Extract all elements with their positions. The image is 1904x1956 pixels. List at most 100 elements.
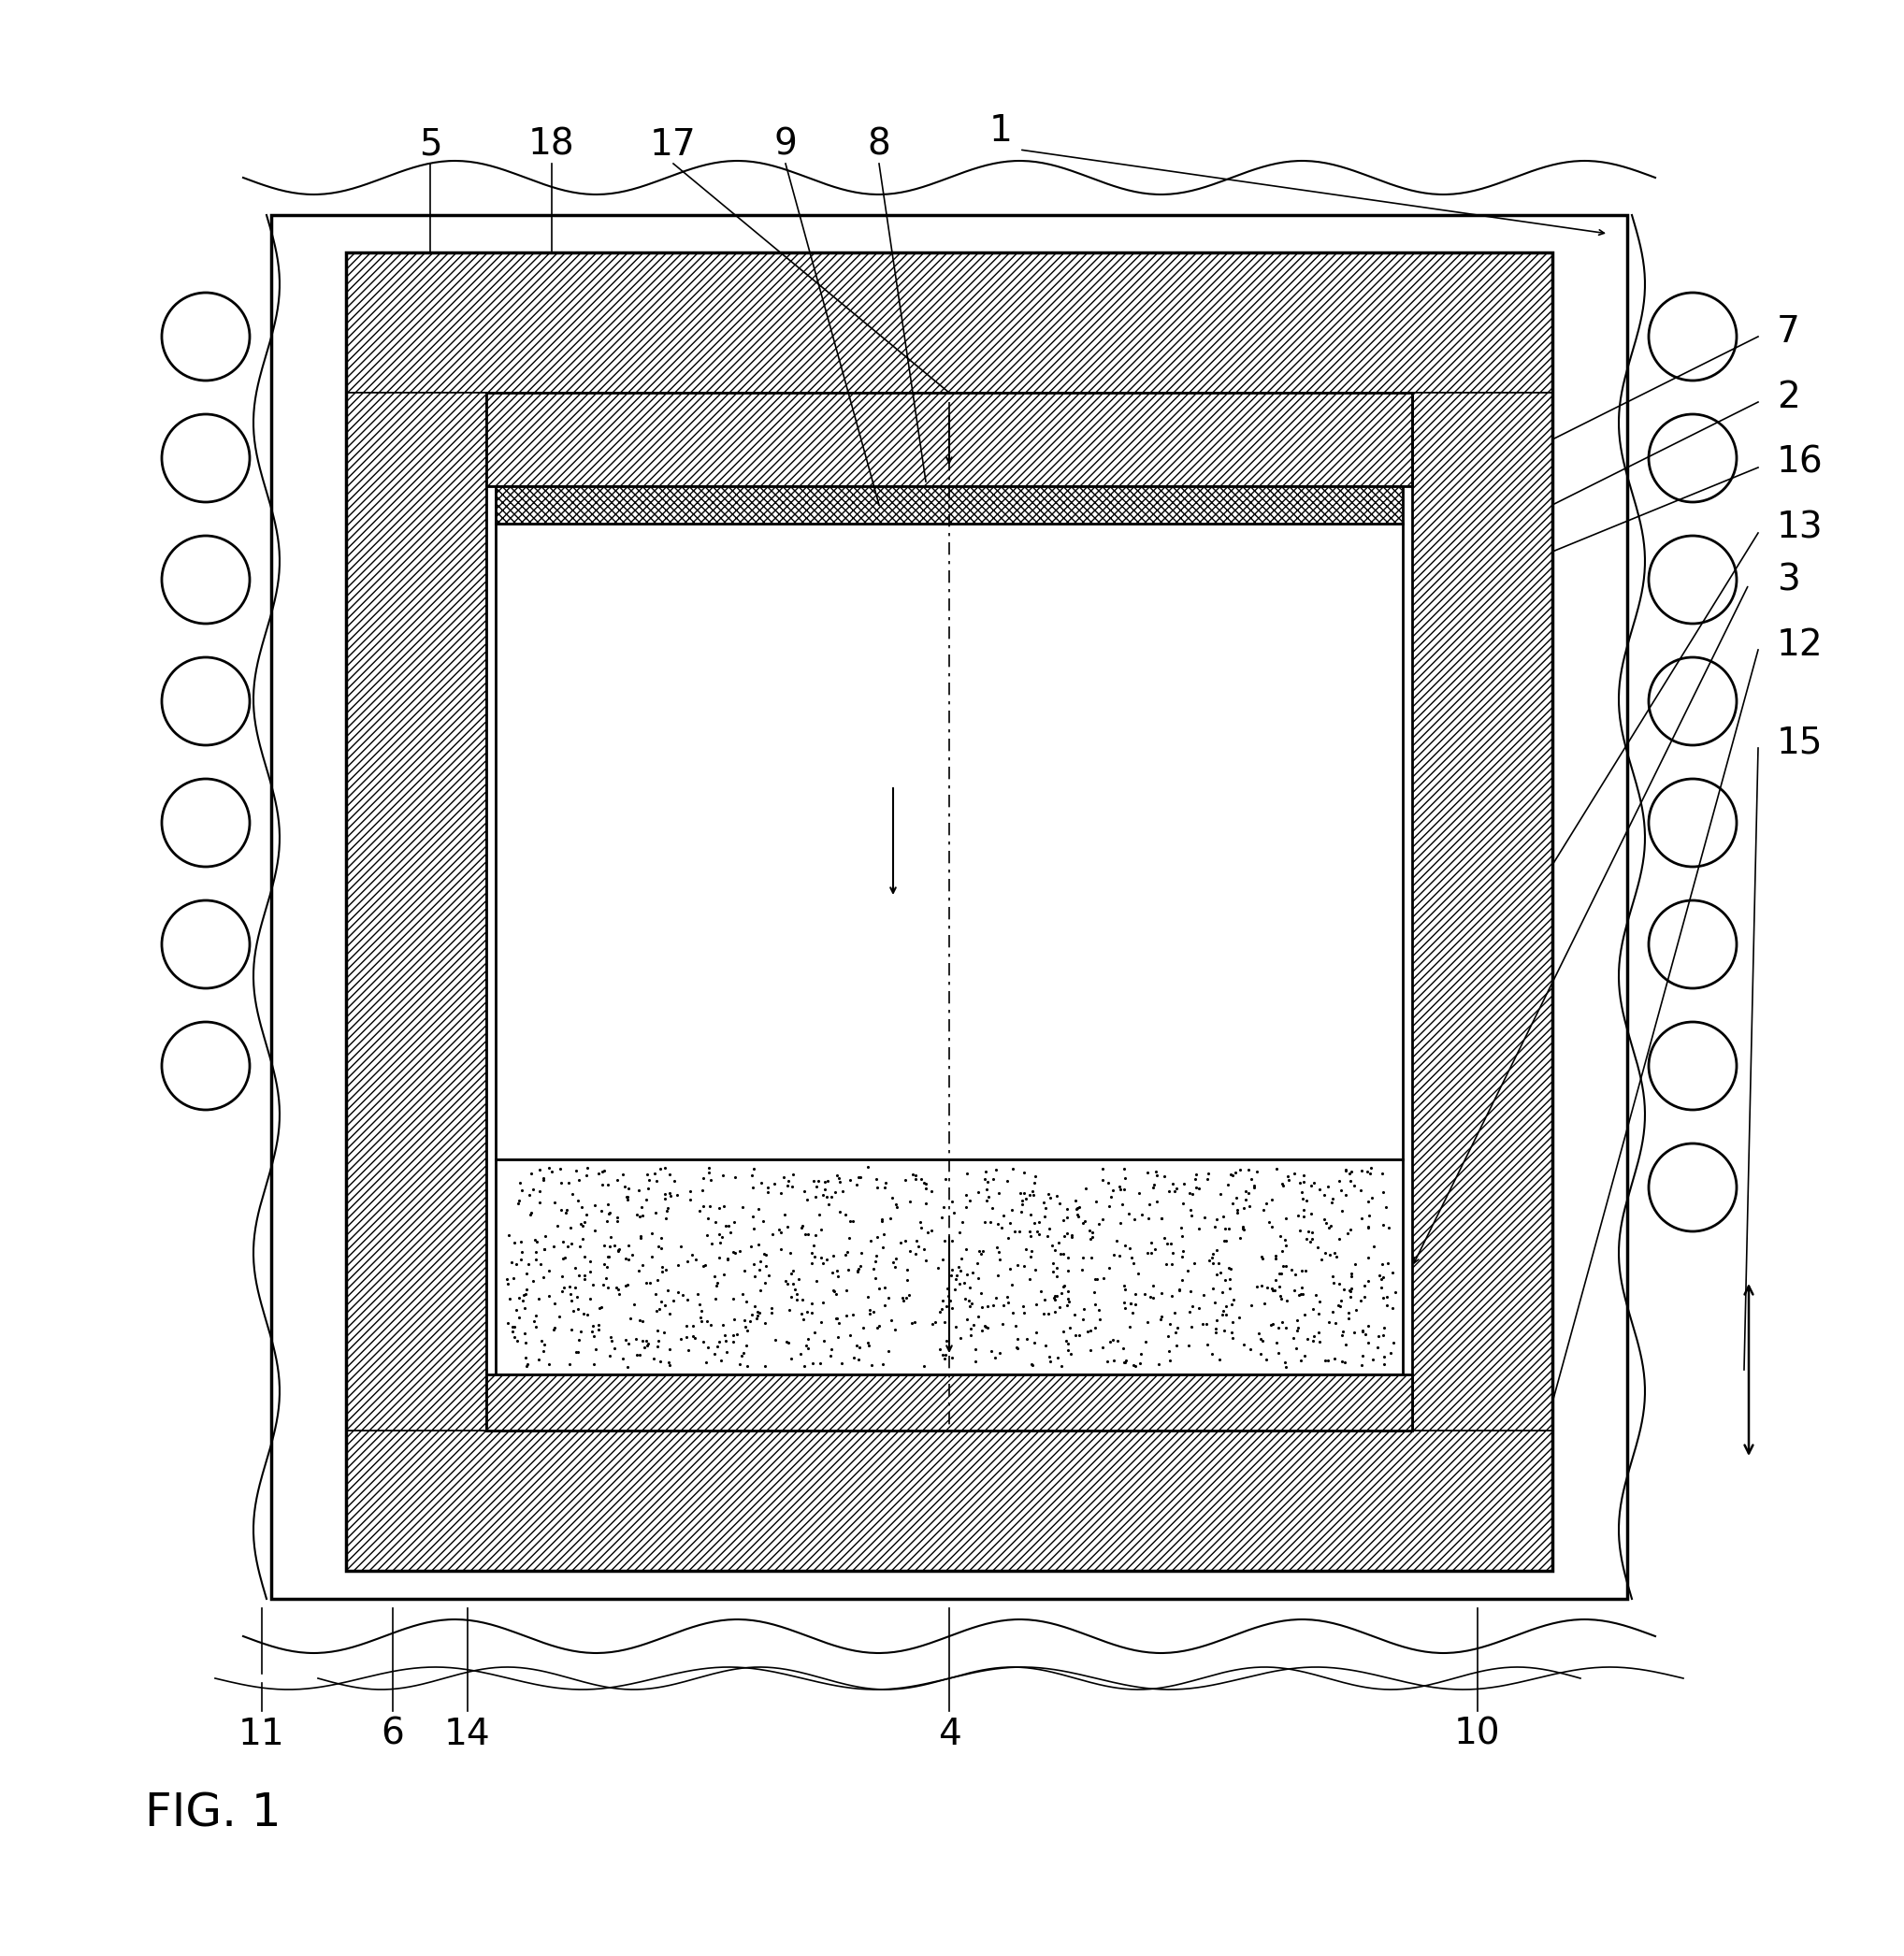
Point — [708, 1260, 739, 1291]
Point — [1241, 1271, 1272, 1303]
Point — [1279, 1275, 1310, 1307]
Point — [977, 1193, 1007, 1224]
Point — [1045, 1238, 1076, 1269]
Point — [838, 1342, 868, 1373]
Point — [765, 1232, 796, 1264]
Point — [1247, 1242, 1278, 1273]
Point — [1295, 1170, 1325, 1201]
Point — [1285, 1215, 1316, 1246]
Bar — [486, 1375, 1413, 1430]
Point — [944, 1267, 975, 1299]
Circle shape — [162, 1021, 249, 1109]
Point — [760, 1324, 790, 1356]
Point — [843, 1344, 874, 1375]
Point — [522, 1301, 552, 1332]
Point — [564, 1230, 594, 1262]
Point — [889, 1164, 920, 1195]
Point — [830, 1199, 861, 1230]
Point — [786, 1299, 817, 1330]
Point — [1167, 1236, 1198, 1267]
Point — [1011, 1234, 1041, 1266]
Point — [621, 1324, 651, 1356]
Point — [1114, 1311, 1144, 1342]
Point — [1066, 1254, 1097, 1285]
Point — [786, 1283, 817, 1314]
Point — [1318, 1183, 1348, 1215]
Point — [805, 1307, 836, 1338]
Point — [670, 1322, 701, 1354]
Point — [1228, 1328, 1259, 1359]
Point — [836, 1164, 866, 1195]
Point — [773, 1328, 803, 1359]
Point — [971, 1311, 1002, 1342]
Point — [1045, 1187, 1076, 1219]
Text: 5: 5 — [419, 127, 442, 162]
Point — [927, 1338, 958, 1369]
Point — [861, 1246, 891, 1277]
Point — [1377, 1256, 1407, 1287]
Point — [1028, 1299, 1059, 1330]
Point — [925, 1297, 956, 1328]
Point — [899, 1307, 929, 1338]
Point — [895, 1234, 925, 1266]
Point — [1108, 1346, 1139, 1377]
Point — [1220, 1181, 1251, 1213]
Point — [962, 1248, 992, 1279]
Point — [649, 1316, 680, 1348]
Point — [1377, 1293, 1407, 1324]
Point — [1051, 1219, 1081, 1250]
Point — [678, 1320, 708, 1352]
Point — [819, 1240, 849, 1271]
Point — [704, 1326, 735, 1357]
Point — [878, 1181, 908, 1213]
Point — [927, 1203, 958, 1234]
Point — [1337, 1156, 1367, 1187]
Point — [764, 1213, 794, 1244]
Bar — [1413, 393, 1552, 1430]
Point — [975, 1336, 1005, 1367]
Point — [1245, 1338, 1276, 1369]
Point — [874, 1336, 904, 1367]
Point — [1371, 1281, 1401, 1312]
Point — [613, 1352, 644, 1383]
Point — [693, 1203, 724, 1234]
Point — [805, 1242, 836, 1273]
Point — [1281, 1305, 1312, 1336]
Point — [710, 1209, 741, 1240]
Point — [596, 1221, 626, 1252]
Point — [1002, 1332, 1032, 1363]
Point — [937, 1226, 967, 1258]
Point — [676, 1240, 706, 1271]
Point — [1211, 1299, 1241, 1330]
Point — [750, 1350, 781, 1381]
Point — [562, 1156, 592, 1187]
Point — [1034, 1213, 1064, 1244]
Point — [963, 1236, 994, 1267]
Point — [954, 1185, 984, 1217]
Point — [1125, 1338, 1156, 1369]
Point — [680, 1322, 710, 1354]
Point — [925, 1334, 956, 1365]
Point — [1272, 1285, 1302, 1316]
Point — [604, 1236, 634, 1267]
Point — [560, 1336, 590, 1367]
Point — [882, 1191, 912, 1222]
Point — [577, 1269, 607, 1301]
Point — [1251, 1344, 1281, 1375]
Point — [1350, 1318, 1380, 1350]
Point — [626, 1191, 657, 1222]
Point — [725, 1236, 756, 1267]
Point — [510, 1318, 541, 1350]
Point — [901, 1160, 931, 1191]
Point — [649, 1203, 680, 1234]
Point — [1036, 1181, 1066, 1213]
Point — [569, 1264, 600, 1295]
Point — [809, 1174, 840, 1205]
Point — [1062, 1193, 1093, 1224]
Point — [569, 1299, 600, 1330]
Point — [1158, 1236, 1188, 1267]
Point — [1043, 1342, 1074, 1373]
Point — [512, 1350, 543, 1381]
Point — [984, 1244, 1015, 1275]
Point — [1350, 1281, 1380, 1312]
